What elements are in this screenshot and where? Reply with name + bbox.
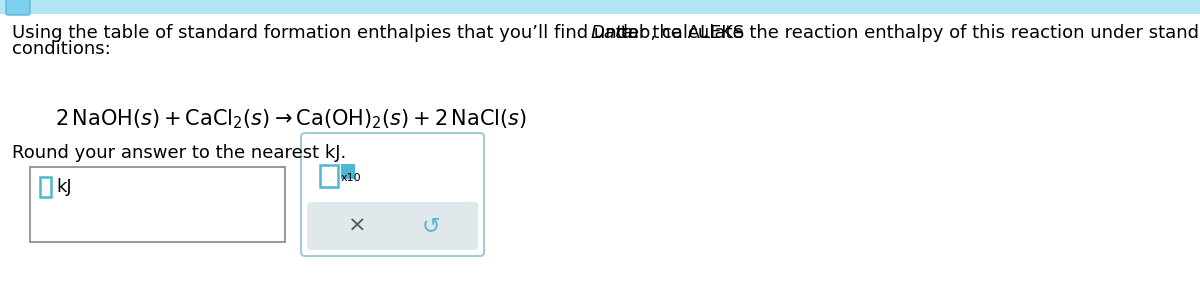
Text: conditions:: conditions:	[12, 40, 110, 58]
FancyBboxPatch shape	[301, 133, 484, 256]
FancyBboxPatch shape	[6, 0, 30, 15]
Text: $2\,\mathrm{NaOH}(s)+\mathrm{CaCl_2}(s)\rightarrow\mathrm{Ca(OH)_2}(s)+2\,\mathr: $2\,\mathrm{NaOH}(s)+\mathrm{CaCl_2}(s)\…	[55, 107, 527, 130]
FancyBboxPatch shape	[307, 202, 478, 250]
FancyBboxPatch shape	[342, 165, 354, 178]
FancyBboxPatch shape	[40, 177, 50, 197]
Text: Data: Data	[590, 24, 632, 42]
Text: Round your answer to the nearest kJ.: Round your answer to the nearest kJ.	[12, 144, 347, 162]
Text: tab, calculate the reaction enthalpy of this reaction under standard: tab, calculate the reaction enthalpy of …	[614, 24, 1200, 42]
FancyBboxPatch shape	[320, 165, 338, 187]
Text: kJ: kJ	[56, 178, 72, 196]
Text: x10: x10	[341, 173, 361, 183]
FancyBboxPatch shape	[0, 0, 1200, 14]
FancyBboxPatch shape	[30, 167, 286, 242]
Text: Using the table of standard formation enthalpies that you’ll find under the ALEK: Using the table of standard formation en…	[12, 24, 750, 42]
Text: ↺: ↺	[421, 216, 440, 236]
Text: ×: ×	[348, 216, 367, 236]
